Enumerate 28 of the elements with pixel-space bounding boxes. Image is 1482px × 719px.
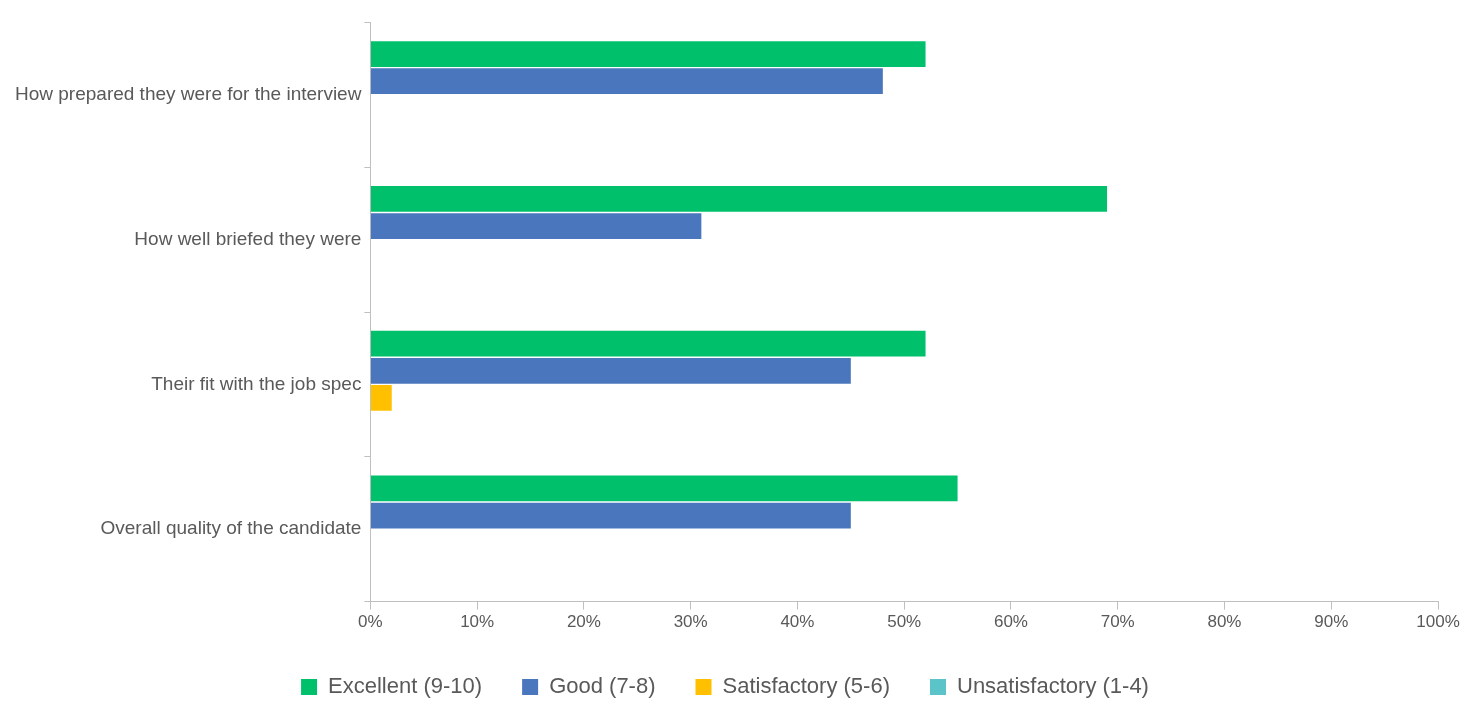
legend-label: Excellent (9-10)	[328, 673, 483, 699]
legend-label: Satisfactory (5-6)	[722, 673, 891, 699]
bar	[370, 68, 883, 95]
bar	[370, 185, 1108, 212]
x-tick-label: 80%	[1207, 612, 1242, 632]
bar	[370, 385, 392, 411]
x-tick-label: 60%	[993, 612, 1028, 632]
legend-label: Unsatisfactory (1-4)	[957, 673, 1149, 699]
x-tick-label: 50%	[887, 612, 922, 632]
y-tick-label: How prepared they were for the interview	[15, 83, 362, 105]
x-tick-label: 40%	[780, 612, 815, 632]
x-tick-label: 0%	[358, 612, 383, 632]
y-tick-label: Their fit with the job spec	[151, 372, 362, 394]
bar	[370, 475, 958, 502]
bar	[370, 357, 851, 384]
y-tick-label: How well briefed they were	[134, 227, 362, 249]
bar	[370, 41, 926, 67]
x-tick-label: 100%	[1416, 612, 1460, 632]
bar	[370, 502, 851, 529]
bar	[370, 213, 702, 239]
x-tick-label: 30%	[673, 612, 708, 632]
x-tick-label: 20%	[566, 612, 601, 632]
y-tick-label: Overall quality of the candidate	[100, 517, 362, 539]
x-tick-label: 10%	[460, 612, 495, 632]
bar	[370, 330, 926, 357]
x-tick-label: 70%	[1100, 612, 1135, 632]
x-tick-label: 90%	[1314, 612, 1349, 632]
legend-label: Good (7-8)	[549, 673, 656, 699]
